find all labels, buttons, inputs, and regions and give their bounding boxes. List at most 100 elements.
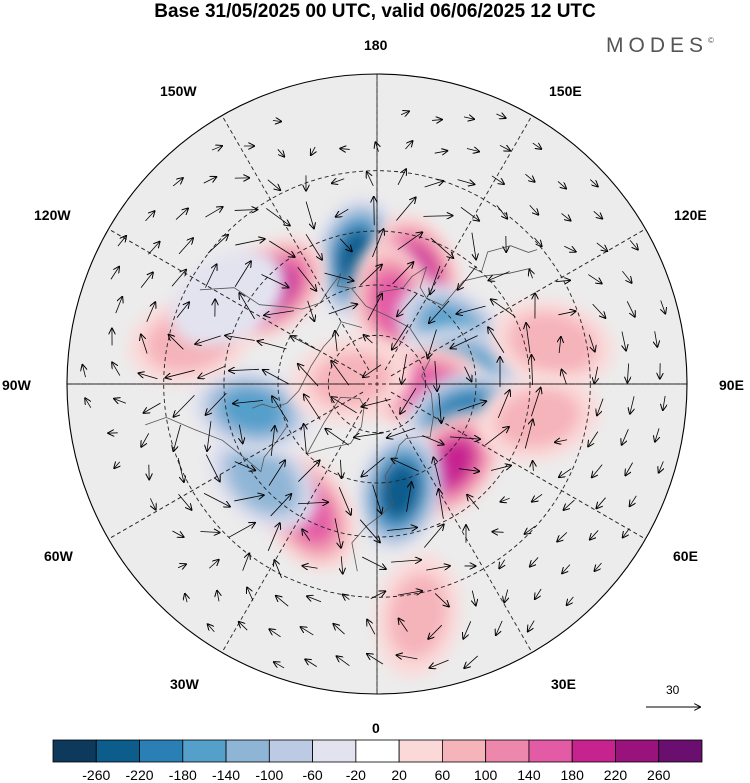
colorbar-box <box>139 739 184 763</box>
wind-arrow <box>622 331 626 351</box>
lon-label-120w: 120W <box>34 207 71 223</box>
wind-arrow <box>367 172 374 187</box>
wind-arrow <box>491 175 504 184</box>
wind-arrow <box>399 618 408 632</box>
wind-arrow <box>234 210 258 211</box>
wind-arrow <box>630 396 634 413</box>
wind-arrow <box>531 355 532 386</box>
wind-arrow <box>596 242 607 251</box>
wind-arrow <box>374 197 375 226</box>
wind-arrow <box>269 240 294 257</box>
wind-arrow <box>555 440 568 443</box>
wind-arrow <box>593 211 602 218</box>
wind-arrow <box>277 149 284 156</box>
wind-arrow <box>239 293 256 320</box>
copyright-mark: © <box>708 36 714 45</box>
wind-arrow <box>397 232 423 250</box>
wind-arrow <box>594 366 597 384</box>
wind-arrow <box>471 232 476 260</box>
wind-arrow <box>337 656 350 667</box>
wind-arrow <box>298 364 319 387</box>
colorbar-tick-label: -20 <box>346 767 366 783</box>
colorbar-tick-label: 180 <box>561 767 585 783</box>
wind-arrow <box>85 398 91 408</box>
wind-arrow <box>592 303 606 318</box>
wind-arrow <box>391 459 419 472</box>
wind-arrow <box>622 429 629 445</box>
wind-arrow <box>172 178 183 187</box>
wind-arrow <box>439 393 442 423</box>
wind-arrow <box>435 361 437 391</box>
wind-arrow <box>433 457 441 487</box>
wind-arrow <box>458 469 479 472</box>
wind-arrow <box>367 654 384 665</box>
wind-arrow <box>302 529 311 541</box>
wind-arrow <box>532 143 542 149</box>
colorbar-tick-label: 100 <box>474 767 498 783</box>
coastline <box>468 245 538 273</box>
wind-arrow <box>450 437 480 439</box>
colorbar-box <box>658 739 703 763</box>
wind-arrow <box>140 272 153 288</box>
wind-arrow <box>361 398 391 406</box>
wind-arrow <box>144 402 161 413</box>
wind-arrow <box>430 265 441 294</box>
wind-arrow <box>622 270 631 283</box>
wind-arrow <box>332 179 345 183</box>
wind-arrow <box>423 216 452 217</box>
wind-arrow <box>354 432 384 437</box>
wind-arrow <box>561 213 570 220</box>
wind-arrow <box>324 272 354 281</box>
wind-arrow <box>305 234 322 259</box>
wind-arrow <box>171 270 186 287</box>
wind-arrow <box>200 531 219 532</box>
wind-arrow <box>302 566 318 568</box>
lon-label-60w: 60W <box>44 548 73 564</box>
wind-arrow <box>405 141 412 150</box>
wind-arrow <box>499 145 510 150</box>
wind-arrow <box>525 525 536 534</box>
wind-arrow <box>114 462 119 468</box>
wind-arrow <box>528 620 535 632</box>
wind-arrow <box>590 530 599 539</box>
wind-arrow <box>165 369 195 377</box>
wind-arrow <box>203 177 216 184</box>
wind-arrow <box>491 299 516 318</box>
wind-arrow <box>529 270 532 279</box>
wind-arrow <box>207 235 228 254</box>
colorbar-box <box>485 739 530 763</box>
lon-label-60e: 60E <box>673 548 698 564</box>
wind-arrow <box>305 659 317 667</box>
wind-arrow <box>268 460 285 486</box>
wind-arrow <box>434 593 449 606</box>
wind-arrow <box>627 363 628 382</box>
wind-arrow <box>370 591 385 600</box>
wind-arrow <box>387 427 416 438</box>
wind-arrow <box>185 594 187 603</box>
wind-arrow <box>141 433 150 446</box>
wind-arrow <box>426 566 450 571</box>
wind-arrow <box>592 464 603 478</box>
wind-arrow <box>458 266 477 289</box>
wind-arrow <box>359 519 380 543</box>
wind-arrow <box>387 527 417 530</box>
wind-arrow <box>234 495 263 502</box>
map-title: Base 31/05/2025 00 UTC, valid 06/06/2025… <box>154 1 596 22</box>
colorbar-box <box>571 739 616 763</box>
wind-arrow <box>114 399 127 404</box>
wind-arrow <box>564 499 575 510</box>
colorbar-tick-label: -220 <box>126 767 154 783</box>
wind-arrow <box>457 305 486 314</box>
wind-arrow <box>496 205 507 218</box>
wind-arrow <box>564 245 575 251</box>
wind-arrow <box>439 489 444 519</box>
wind-arrow <box>558 311 575 315</box>
wind-arrow <box>141 335 148 354</box>
wind-arrow <box>397 169 406 185</box>
wind-arrow <box>209 560 218 569</box>
wind-arrow <box>596 497 606 509</box>
wind-arrow <box>496 620 503 635</box>
wind-arrow <box>391 560 421 562</box>
wind-arrow <box>239 424 242 444</box>
wind-reference-value: 30 <box>666 683 680 697</box>
